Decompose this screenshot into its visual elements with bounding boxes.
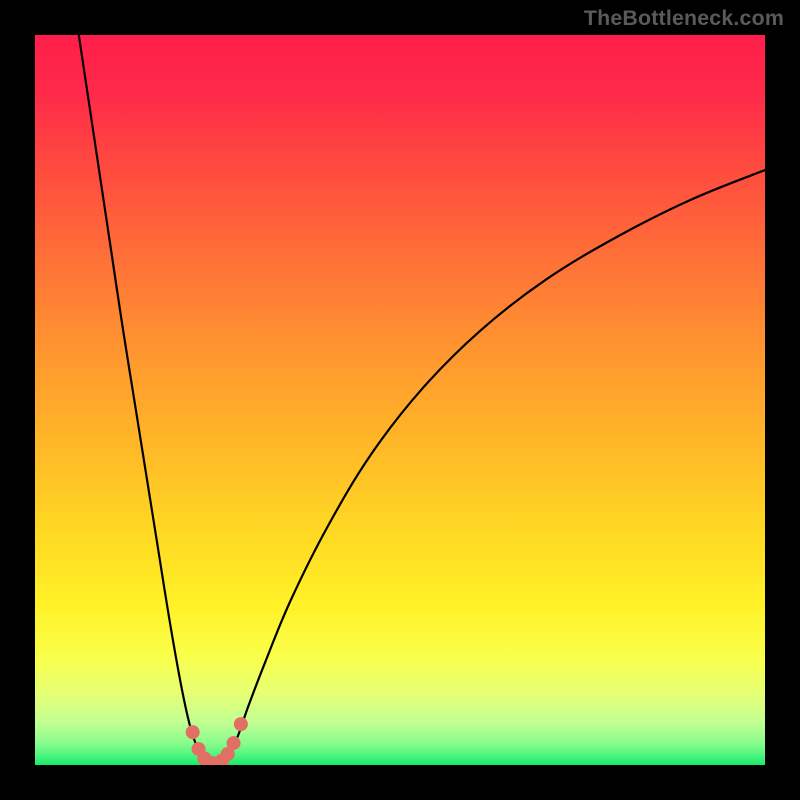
curve-left-branch: [79, 35, 214, 765]
plot-area: [35, 35, 765, 765]
marker-point: [234, 717, 248, 731]
watermark-text: TheBottleneck.com: [584, 6, 784, 31]
chart-root: TheBottleneck.com: [0, 0, 800, 800]
curve-group: [79, 35, 765, 765]
marker-point: [186, 725, 200, 739]
marker-point: [227, 736, 241, 750]
curve-right-branch: [214, 170, 765, 765]
curves-layer: [35, 35, 765, 765]
